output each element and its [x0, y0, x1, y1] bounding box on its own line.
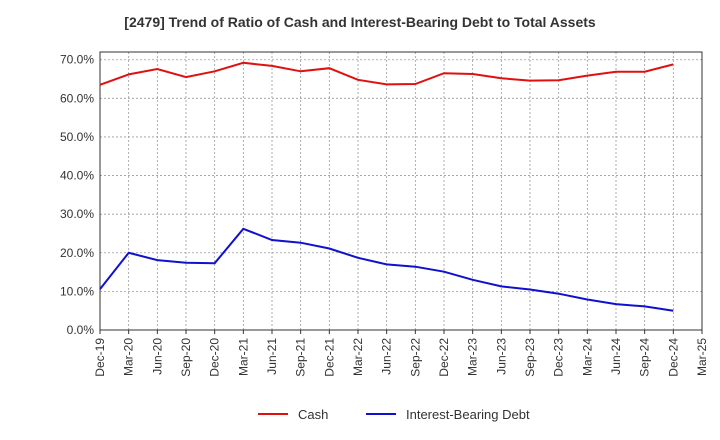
series-line-debt: [99, 227, 674, 312]
plot-area: [99, 51, 703, 331]
x-tick-label: Dec-20: [208, 338, 222, 377]
x-tick-label: Mar-25: [695, 338, 709, 376]
x-tick-label: Jun-20: [150, 338, 164, 375]
y-tick-label: 60.0%: [60, 91, 94, 105]
x-tick-label: Mar-20: [122, 338, 136, 376]
x-tick-label: Sep-22: [408, 338, 422, 377]
x-tick-label: Mar-23: [466, 338, 480, 376]
x-tick-label: Sep-24: [638, 338, 652, 377]
legend-label-debt: Interest-Bearing Debt: [406, 407, 530, 422]
legend-label-cash: Cash: [298, 407, 328, 422]
x-tick-label: Jun-23: [494, 338, 508, 375]
x-tick-label: Sep-20: [179, 338, 193, 377]
x-tick-label: Jun-24: [609, 338, 623, 375]
x-tick-label: Sep-23: [523, 338, 537, 377]
x-tick-label: Jun-21: [265, 338, 279, 375]
x-tick-label: Dec-21: [322, 338, 336, 377]
x-tick-label: Dec-23: [552, 338, 566, 377]
x-tick-label: Mar-22: [351, 338, 365, 376]
series-line-cash: [99, 61, 674, 86]
y-tick-label: 10.0%: [60, 284, 94, 298]
x-tick-label: Mar-21: [236, 338, 250, 376]
x-tick-label: Jun-22: [380, 338, 394, 375]
y-tick-label: 70.0%: [60, 53, 94, 67]
chart-title: [2479] Trend of Ratio of Cash and Intere…: [124, 14, 596, 30]
y-tick-label: 0.0%: [67, 323, 95, 337]
y-tick-label: 20.0%: [60, 246, 94, 260]
x-tick-label: Dec-24: [666, 338, 680, 377]
y-tick-label: 30.0%: [60, 207, 94, 221]
x-tick-label: Mar-24: [580, 338, 594, 376]
x-tick-label: Sep-21: [294, 338, 308, 377]
y-tick-label: 40.0%: [60, 169, 94, 183]
y-tick-label: 50.0%: [60, 130, 94, 144]
x-tick-label: Dec-19: [93, 338, 107, 377]
x-tick-label: Dec-22: [437, 338, 451, 377]
